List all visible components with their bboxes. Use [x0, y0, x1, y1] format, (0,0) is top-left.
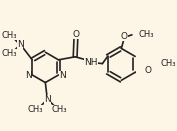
Text: O: O — [145, 66, 152, 75]
Text: CH₃: CH₃ — [2, 31, 17, 40]
Text: O: O — [72, 30, 79, 39]
Text: CH₃: CH₃ — [2, 49, 17, 58]
Text: CH₃: CH₃ — [52, 105, 67, 114]
Text: CH₃: CH₃ — [138, 30, 153, 39]
Text: N: N — [44, 95, 51, 104]
Text: CH₃: CH₃ — [28, 105, 43, 114]
Text: N: N — [59, 71, 66, 80]
Text: NH: NH — [84, 58, 98, 67]
Text: N: N — [25, 71, 32, 80]
Text: N: N — [17, 40, 24, 49]
Text: CH₃: CH₃ — [160, 59, 176, 68]
Text: O: O — [121, 32, 128, 41]
